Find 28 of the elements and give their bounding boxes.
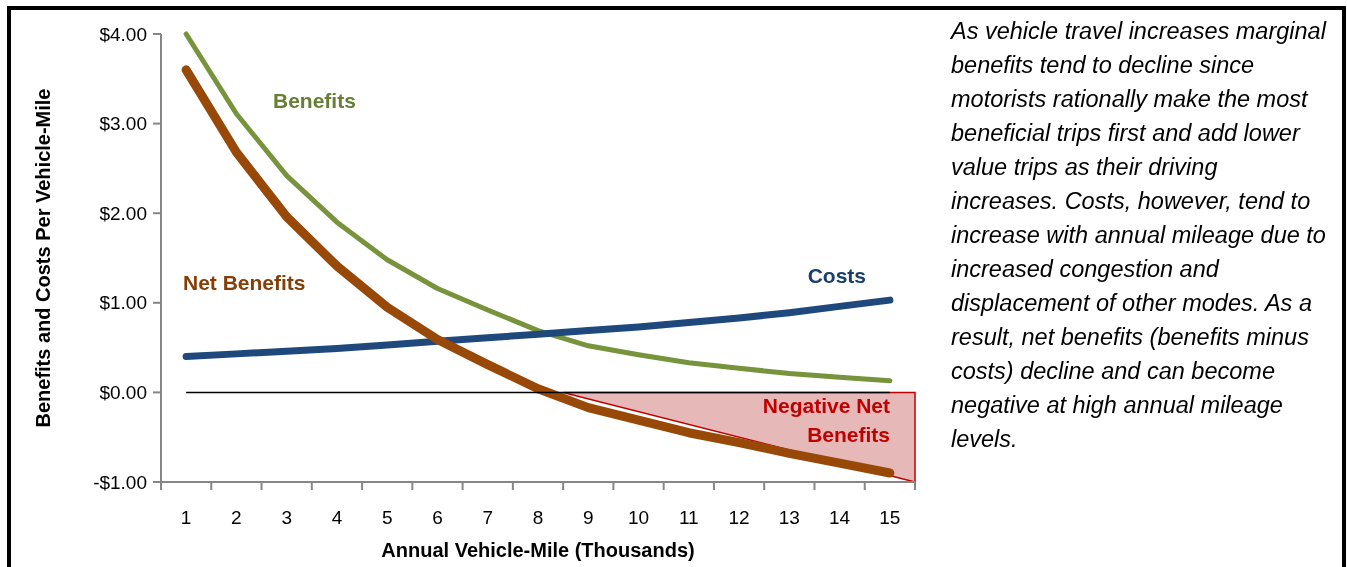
y-tick-label: $3.00 — [99, 113, 147, 135]
x-tick-label: 5 — [381, 507, 393, 528]
x-tick-label: 4 — [331, 507, 343, 528]
x-tick-label: 7 — [482, 507, 494, 528]
series-label: Benefits — [273, 89, 356, 112]
x-tick-label: 8 — [532, 507, 544, 528]
series-label: Costs — [807, 264, 866, 287]
series-label: Negative Net Benefits — [762, 394, 890, 446]
x-tick-label: 10 — [627, 507, 650, 528]
x-tick-label: 15 — [879, 507, 901, 528]
x-axis-title: Annual Vehicle-Mile (Thousands) — [381, 539, 695, 561]
x-tick-label: 2 — [231, 507, 242, 528]
x-tick-label: 3 — [281, 507, 292, 528]
y-tick-label: $0.00 — [99, 382, 147, 404]
text: As vehicle travel increases marginal benefits tend to decline since motorists rationally make the most beneficial trips first and add lower value trips as their driving increases. Costs, however, tend to increase with annual mileage due to increased congestion and displacement of other modes. As a result, net benefits (benefits minus costs) decline and can become negative at high annual mileage levels. — [951, 18, 1326, 452]
series-label: Net Benefits — [183, 271, 306, 294]
x-tick-label: 13 — [778, 507, 800, 528]
x-tick-label: 14 — [829, 507, 851, 528]
x-tick-label: 12 — [728, 507, 750, 528]
y-axis-title: Benefits and Costs Per Vehicle-Mile — [32, 88, 54, 428]
y-tick-label: $1.00 — [99, 292, 147, 314]
x-tick-label: 9 — [582, 507, 594, 528]
x-tick-label: 1 — [180, 507, 192, 528]
y-tick-label: -$1.00 — [93, 471, 147, 493]
x-tick-label: 11 — [678, 507, 699, 528]
y-tick-label: $4.00 — [99, 23, 147, 45]
y-tick-label: $2.00 — [99, 202, 147, 224]
x-tick-label: 6 — [432, 507, 443, 528]
